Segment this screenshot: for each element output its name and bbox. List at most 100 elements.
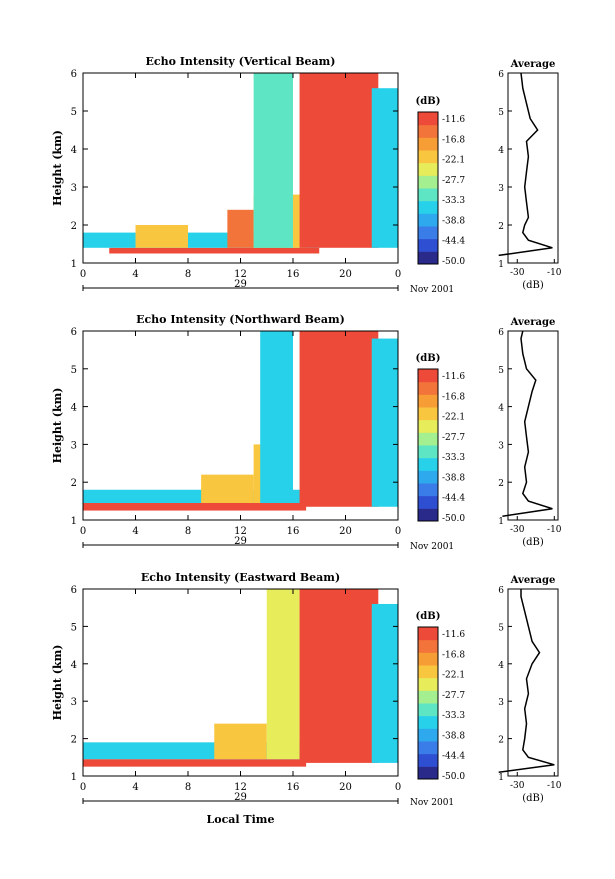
colorbar-segment — [418, 703, 438, 717]
y-tick-label: 3 — [71, 697, 77, 708]
x-tick-label: 0 — [80, 782, 86, 793]
x-tick-label: 0 — [80, 526, 86, 537]
y-tick-label: 3 — [71, 440, 77, 451]
colorbar-tick-label: -16.8 — [442, 392, 465, 402]
profile-frame — [507, 588, 559, 777]
x-tick-label: 8 — [185, 782, 191, 793]
profile-title: Average — [510, 575, 556, 586]
y-tick-label: 2 — [71, 478, 77, 489]
profile-frame — [507, 330, 559, 521]
y-axis-label: Height (km) — [51, 130, 64, 206]
colorbar-segment — [418, 508, 438, 522]
y-tick-label: 2 — [71, 221, 77, 232]
chart-panel-3: Echo Intensity (Eastward Beam)123456Heig… — [51, 571, 562, 808]
profile-line — [498, 72, 553, 257]
x-tick-label: 16 — [287, 782, 300, 793]
colorbar-tick-label: -33.3 — [442, 196, 465, 206]
echo-layer-6 — [253, 73, 293, 248]
profile-x-label: (dB) — [522, 280, 544, 291]
y-tick-label: 4 — [71, 660, 77, 671]
day-label: 29 — [234, 792, 247, 803]
profile-title: Average — [510, 59, 556, 70]
colorbar-segment — [418, 728, 438, 742]
colorbar-tick-label: -11.6 — [442, 372, 465, 382]
profile-y-tick-label: 2 — [498, 736, 504, 746]
colorbar-segment — [418, 226, 438, 240]
date-label: Nov 2001 — [410, 542, 454, 552]
colorbar-tick-label: -50.0 — [442, 772, 465, 782]
colorbar-segment — [418, 766, 438, 780]
profile-x-tick-label: -30 — [510, 525, 525, 535]
colorbar-segment — [418, 445, 438, 459]
colorbar-segment — [418, 432, 438, 446]
colorbar-tick-label: -11.6 — [442, 630, 465, 640]
profile-y-tick-label: 5 — [498, 108, 504, 118]
profile-line — [502, 330, 553, 517]
x-tick-label: 20 — [339, 782, 352, 793]
echo-layer-3 — [135, 225, 188, 248]
x-tick-label: 4 — [132, 782, 138, 793]
echo-layer-6 — [371, 603, 398, 763]
y-tick-label: 1 — [71, 772, 77, 783]
profile-y-tick-label: 6 — [498, 328, 504, 338]
echo-layer-1 — [83, 759, 307, 767]
colorbar-segment — [418, 112, 438, 126]
chart-title: Echo Intensity (Northward Beam) — [136, 313, 345, 326]
profile-x-tick-label: -30 — [510, 268, 525, 278]
colorbar-segment — [418, 213, 438, 227]
colorbar-tick-label: -22.1 — [442, 671, 465, 681]
colorbar-tick-label: -50.0 — [442, 514, 465, 524]
colorbar-segment — [418, 652, 438, 666]
echo-layer-4 — [227, 209, 254, 248]
colorbar-segment — [418, 741, 438, 755]
chart-title: Echo Intensity (Vertical Beam) — [145, 55, 335, 68]
profile-x-tick-label: -10 — [547, 525, 562, 535]
colorbar-segment — [418, 495, 438, 509]
x-tick-label: 8 — [185, 269, 191, 280]
profile-x-tick-label: -10 — [547, 268, 562, 278]
colorbar-segment — [418, 690, 438, 704]
colorbar-tick-label: -38.8 — [442, 473, 465, 483]
day-label: 29 — [234, 536, 247, 547]
colorbar-segment — [418, 470, 438, 484]
colorbar-segment — [418, 381, 438, 395]
colorbar-frame — [417, 368, 439, 522]
x-tick-label: 0 — [80, 269, 86, 280]
colorbar-unit: (dB) — [416, 611, 441, 622]
colorbar-segment — [418, 162, 438, 176]
profile-y-tick-label: 3 — [498, 698, 504, 708]
colorbar-segment — [418, 150, 438, 164]
colorbar-segment — [418, 137, 438, 151]
x-tick-label: 0 — [395, 269, 401, 280]
x-axis-label: Local Time — [207, 813, 275, 826]
y-axis-label: Height (km) — [51, 388, 64, 464]
colorbar-segment — [418, 665, 438, 679]
colorbar-segment — [418, 188, 438, 202]
y-tick-label: 4 — [71, 403, 77, 414]
x-tick-label: 16 — [287, 269, 300, 280]
x-tick-label: 0 — [395, 782, 401, 793]
profile-y-tick-label: 4 — [498, 146, 504, 156]
profile-x-tick-label: -30 — [510, 781, 525, 791]
echo-layer-3 — [214, 723, 267, 760]
colorbar-segment — [418, 483, 438, 497]
echo-layer-1 — [109, 247, 320, 254]
y-tick-label: 6 — [71, 327, 77, 338]
profile-y-tick-label: 6 — [498, 70, 504, 80]
colorbar-unit: (dB) — [416, 96, 441, 107]
colorbar-segment — [418, 677, 438, 691]
colorbar-unit: (dB) — [416, 353, 441, 364]
y-tick-label: 6 — [71, 585, 77, 596]
colorbar-segment — [418, 715, 438, 729]
colorbar-tick-label: -50.0 — [442, 257, 465, 267]
profile-x-label: (dB) — [522, 537, 544, 548]
profile-title: Average — [510, 317, 556, 328]
colorbar-tick-label: -44.4 — [442, 237, 465, 247]
x-tick-label: 20 — [339, 526, 352, 537]
echo-layer-7 — [299, 73, 379, 248]
colorbar-tick-label: -27.7 — [442, 433, 465, 443]
colorbar-tick-label: -22.1 — [442, 156, 465, 166]
colorbar-segment — [418, 639, 438, 653]
echo-layer-6 — [299, 331, 379, 507]
